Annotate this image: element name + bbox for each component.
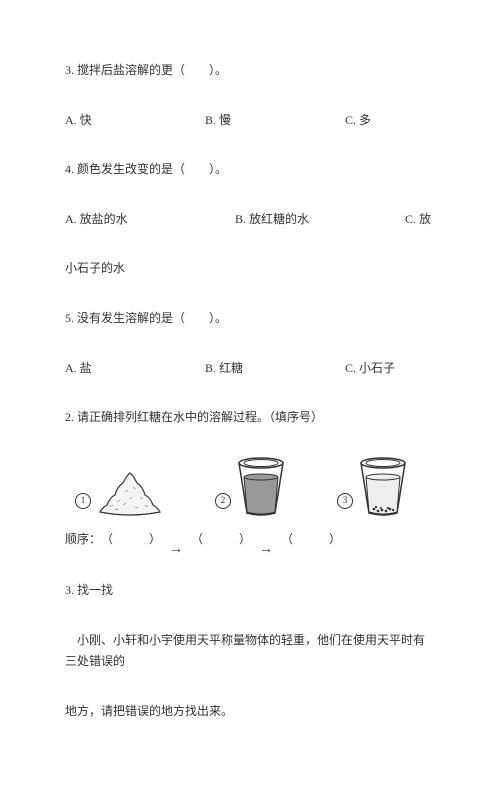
cup-dissolved-icon	[235, 457, 287, 517]
q4-opt-c: C. 放	[405, 209, 431, 231]
q3-opt-a: A. 快	[65, 110, 205, 132]
q4-opt-a: A. 放盐的水	[65, 209, 235, 231]
q5-opt-a: A. 盐	[65, 358, 205, 380]
question-find-line1: 小刚、小轩和小宇使用天平称量物体的轻重，他们在使用天平时有三处错误的	[65, 630, 435, 673]
question-2-stem: 2. 请正确排列红糖在水中的溶解过程。（填序号）	[65, 407, 435, 429]
q3-opt-c: C. 多	[345, 110, 371, 132]
sequence-prefix: 顺序：	[65, 529, 101, 551]
question-4-options: A. 放盐的水 B. 放红糖的水 C. 放	[65, 209, 435, 231]
question-5-stem: 5. 没有发生溶解的是（ ）。	[65, 308, 435, 330]
figure-2: 2	[215, 457, 287, 517]
question-4-stem: 4. 颜色发生改变的是（ ）。	[65, 159, 435, 181]
question-find-title: 3. 找一找	[65, 580, 435, 602]
sequence-slot-2: （ ）	[191, 529, 251, 551]
figure-3: 3	[337, 457, 409, 517]
cup-undissolved-icon	[357, 457, 409, 517]
sequence-slot-3: （ ）	[281, 529, 341, 551]
question-3-stem: 3. 搅拌后盐溶解的更（ ）。	[65, 60, 435, 82]
arrow-1-icon: →	[169, 537, 183, 562]
q5-opt-c: C. 小石子	[345, 358, 395, 380]
question-3-options: A. 快 B. 慢 C. 多	[65, 110, 435, 132]
label-circle-2: 2	[215, 493, 231, 509]
sequence-line: 顺序： （ ） → （ ） → （ ）	[65, 527, 435, 552]
label-circle-1: 1	[75, 493, 91, 509]
label-circle-3: 3	[337, 493, 353, 509]
arrow-2-icon: →	[259, 537, 273, 562]
q3-opt-b: B. 慢	[205, 110, 345, 132]
sugar-pile-icon	[95, 467, 165, 517]
figure-1: 1	[75, 467, 165, 517]
figures-row: 1 2	[75, 457, 435, 517]
sequence-slot-1: （ ）	[101, 529, 161, 551]
question-find-line2: 地方，请把错误的地方找出来。	[65, 701, 435, 723]
q4-opt-c-tail: 小石子的水	[65, 258, 435, 280]
q5-opt-b: B. 红糖	[205, 358, 345, 380]
q4-opt-b: B. 放红糖的水	[235, 209, 405, 231]
question-5-options: A. 盐 B. 红糖 C. 小石子	[65, 358, 435, 380]
